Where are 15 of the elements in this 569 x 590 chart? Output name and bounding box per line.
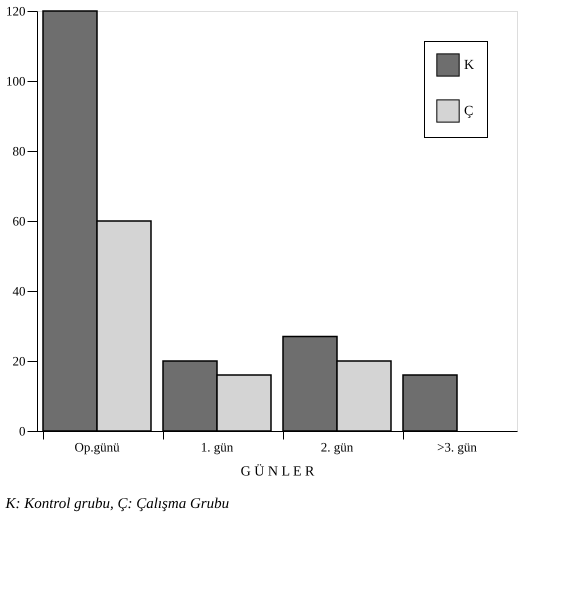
y-tick-label: 80 [12,144,26,158]
y-tick-label: 40 [12,284,26,298]
x-axis-title: G Ü N L E R [240,464,316,480]
y-tick-label: 20 [12,354,26,368]
text: K: Kontrol grubu, Ç: Çalışma Grubu [4,496,230,512]
legend-label: Ç [464,104,474,119]
y-tick-label: 100 [6,74,26,88]
legend-label: K [464,58,474,73]
y-tick-label: 60 [12,214,26,228]
x-tick-label: 2. gün [320,440,354,454]
x-tick-label: Op.günü [74,440,120,454]
x-tick-label: 1. gün [200,440,234,454]
y-tick-label: 0 [19,424,26,438]
x-tick-label: >3. gün [437,440,478,454]
y-tick-label: 120 [6,4,26,18]
